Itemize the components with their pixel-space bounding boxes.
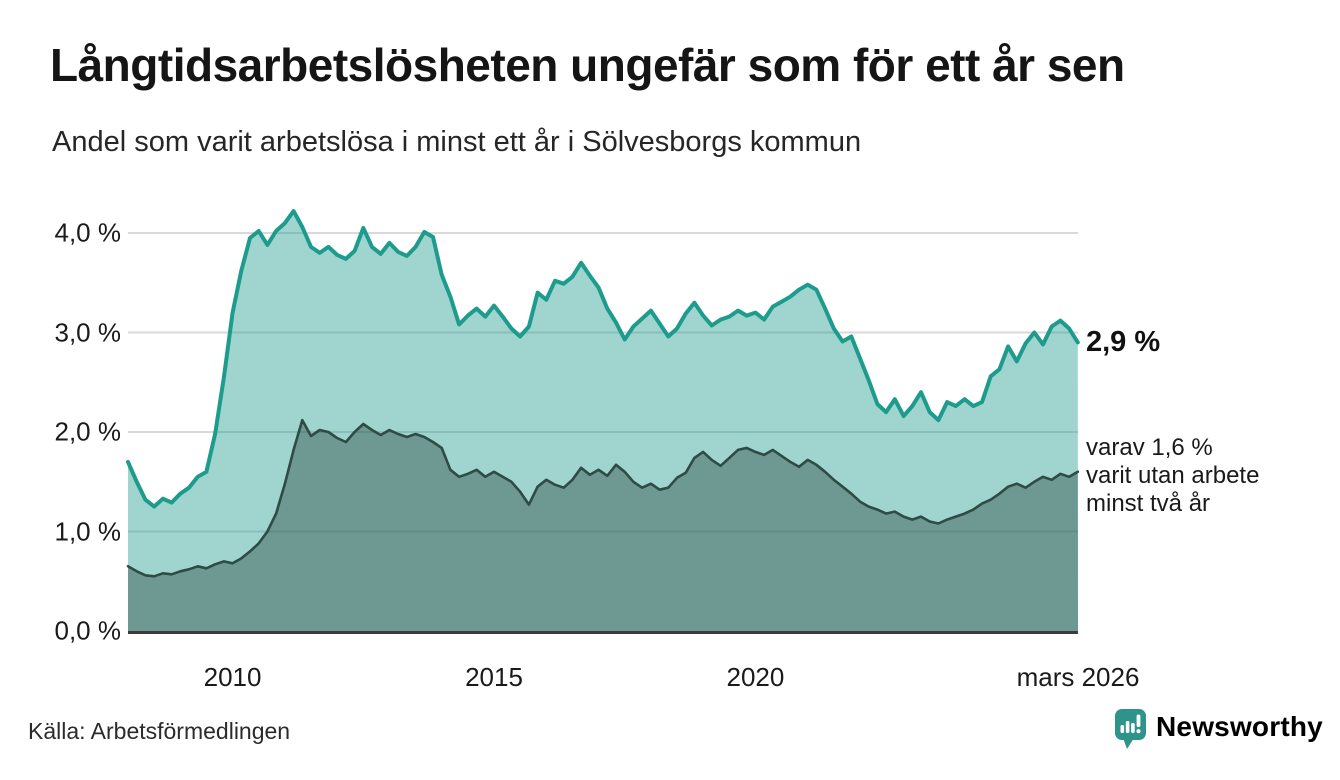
brand-name: Newsworthy — [1156, 711, 1323, 742]
x-tick-label-2015: 2015 — [465, 662, 523, 692]
series-1-line — [126, 209, 1080, 509]
x-tick-label-mars-2026: mars 2026 — [1016, 662, 1140, 692]
note-line-2: varit utan arbete — [1086, 462, 1260, 489]
x-tick-label-2020: 2020 — [726, 662, 785, 692]
series-1-area — [128, 211, 1078, 631]
series-2-area — [128, 420, 1078, 631]
x-tick-label-2010: 2010 — [203, 662, 262, 692]
y-tick-label-00: 0,0 % — [54, 615, 122, 646]
series2-end-note: varav 1,6 % varit utan arbete minst två … — [1086, 434, 1259, 518]
bar-chart-speech-bubble-icon — [1115, 709, 1146, 749]
note-line-3: minst två år — [1086, 490, 1211, 517]
y-tick-label-40: 4,0 % — [54, 217, 122, 248]
note-line-1: varav 1,6 % — [1086, 434, 1213, 461]
source-credit: Källa: Arbetsförmedlingen — [28, 718, 291, 744]
y-tick-label-10: 1,0 % — [54, 516, 122, 546]
page-title: Långtidsarbetslösheten ungefär som för e… — [50, 39, 1125, 91]
series-2-line — [126, 418, 1080, 578]
y-tick-label-20: 2,0 % — [54, 416, 122, 447]
page-subtitle: Andel som varit arbetslösa i minst ett å… — [52, 126, 862, 158]
y-tick-label-30: 3,0 % — [54, 317, 122, 347]
series1-end-value-label: 2,9 % — [1086, 326, 1161, 358]
newsworthy-logo: Newsworthy — [1114, 708, 1323, 750]
